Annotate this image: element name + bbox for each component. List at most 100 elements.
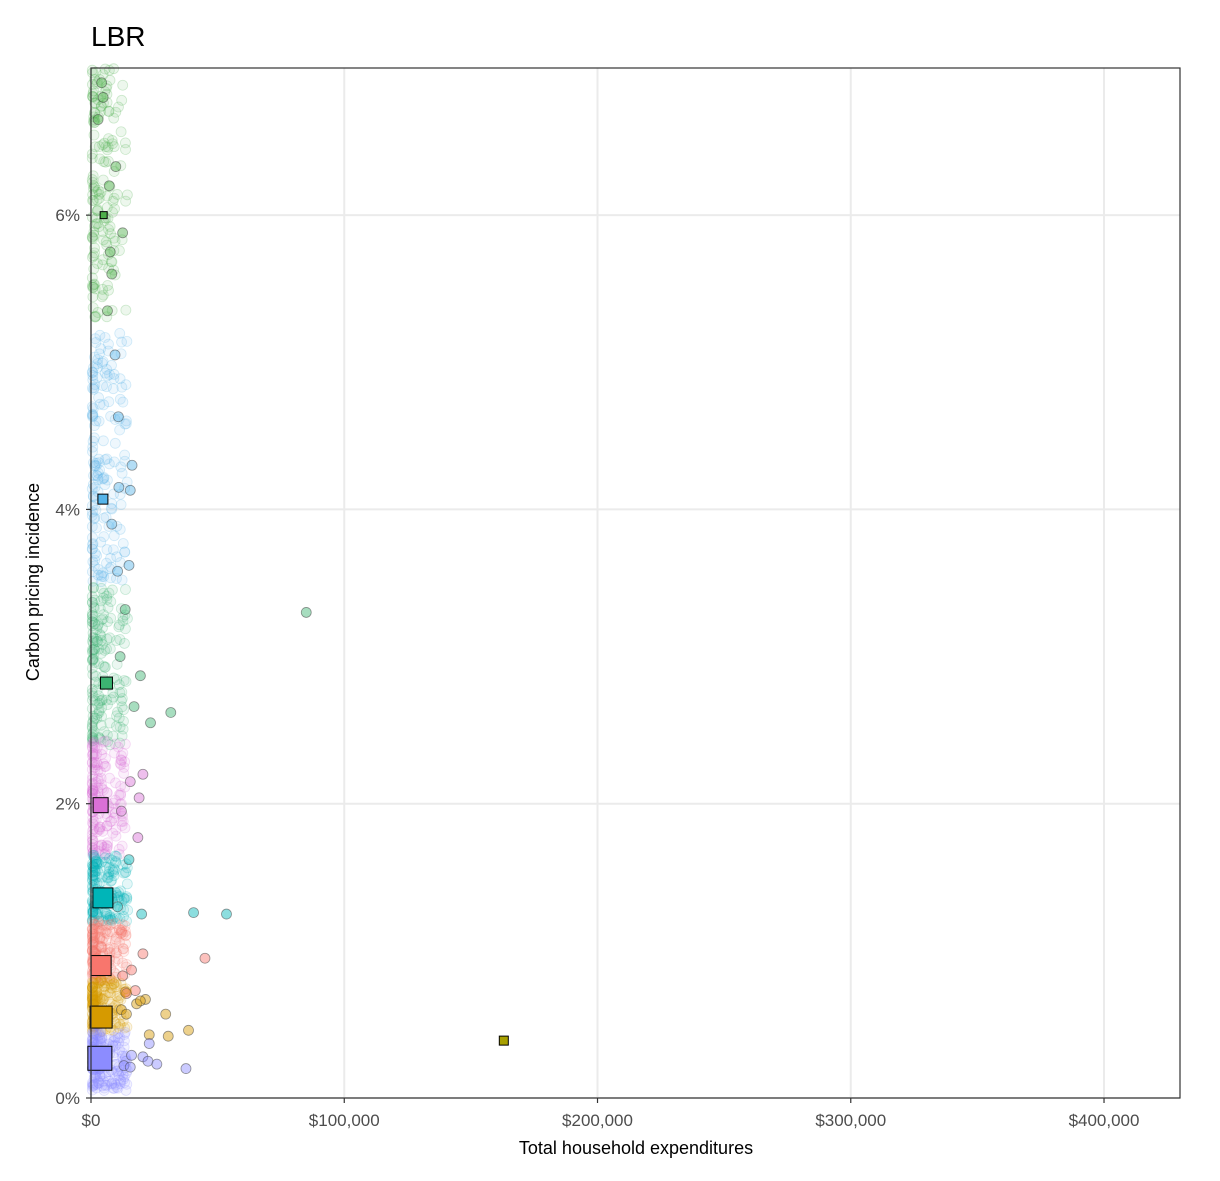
data-point (99, 454, 111, 466)
data-point (111, 912, 123, 924)
data-point (115, 759, 127, 770)
data-point (103, 866, 115, 878)
data-point (96, 839, 107, 851)
data-point (99, 760, 111, 772)
data-point (111, 990, 123, 1002)
data-point (86, 644, 98, 656)
data-point (97, 380, 109, 391)
data-point (91, 194, 103, 206)
data-point (106, 268, 118, 280)
data-point (87, 932, 99, 944)
data-point (99, 367, 111, 379)
data-point (103, 284, 114, 296)
data-point (93, 840, 105, 852)
data-point (103, 133, 114, 145)
data-point (89, 994, 101, 1006)
data-point (113, 1021, 125, 1033)
data-point (98, 571, 110, 582)
data-point (117, 928, 129, 940)
data-point (109, 203, 120, 215)
data-point (111, 720, 122, 732)
data-point (109, 850, 121, 862)
data-point (103, 914, 114, 926)
data-point (97, 234, 109, 246)
data-point (118, 715, 129, 727)
data-point (92, 908, 104, 920)
data-point (107, 195, 119, 207)
data-point (87, 982, 98, 993)
data-point (120, 195, 132, 207)
data-point (88, 656, 100, 668)
data-point (94, 697, 105, 709)
data-point (89, 759, 101, 771)
data-point (92, 114, 104, 125)
data-point (100, 935, 112, 947)
data-point (96, 744, 108, 756)
data-point (87, 90, 99, 102)
data-point (86, 483, 98, 495)
data-point (108, 1083, 120, 1094)
data-point (110, 161, 122, 172)
data-point (100, 661, 111, 673)
data-point (100, 141, 112, 153)
data-point (87, 1077, 98, 1089)
data-point (106, 518, 118, 530)
data-point (91, 684, 103, 696)
data-point (89, 74, 101, 85)
data-point (87, 91, 98, 102)
data-point (120, 930, 132, 942)
data-point (97, 825, 109, 837)
data-point (101, 370, 113, 382)
data-point (121, 878, 133, 890)
data-point (114, 424, 126, 436)
data-point (87, 367, 99, 378)
data-point (110, 917, 122, 929)
data-point (110, 830, 122, 842)
data-point (99, 849, 111, 861)
data-point (88, 1072, 100, 1084)
data-point (119, 781, 131, 793)
data-point (87, 195, 98, 206)
data-point (95, 630, 107, 642)
data-point (145, 717, 156, 729)
data-point (102, 602, 114, 613)
data-point (87, 992, 99, 1004)
data-point (115, 925, 127, 937)
data-point (111, 1065, 122, 1077)
data-point (97, 919, 108, 931)
chart-title: LBR (91, 21, 145, 52)
data-point (94, 733, 106, 744)
data-point (100, 511, 112, 523)
data-point (86, 976, 98, 988)
x-tick-label: $100,000 (309, 1111, 380, 1130)
x-tick-label: $0 (82, 1111, 101, 1130)
data-point (91, 982, 103, 993)
data-point (97, 758, 109, 770)
data-point (114, 924, 126, 936)
data-point (105, 561, 117, 573)
data-point (87, 987, 99, 999)
data-point (96, 77, 108, 89)
data-point (108, 691, 119, 703)
data-point (94, 922, 106, 934)
data-point (120, 1085, 132, 1096)
data-point (86, 566, 98, 578)
data-point (89, 481, 101, 493)
data-point (86, 401, 98, 413)
data-point (114, 913, 126, 925)
data-point (124, 776, 136, 788)
data-point (94, 933, 106, 945)
data-point (199, 952, 211, 964)
data-point (92, 218, 103, 229)
data-point (114, 1032, 126, 1044)
data-point (103, 106, 115, 117)
data-point (89, 618, 101, 630)
data-point (117, 723, 129, 735)
data-point (86, 148, 98, 160)
data-point (94, 153, 106, 165)
group-mean-marker (87, 1045, 113, 1071)
data-point (132, 832, 144, 843)
data-point (92, 990, 104, 1001)
data-point (94, 821, 106, 833)
